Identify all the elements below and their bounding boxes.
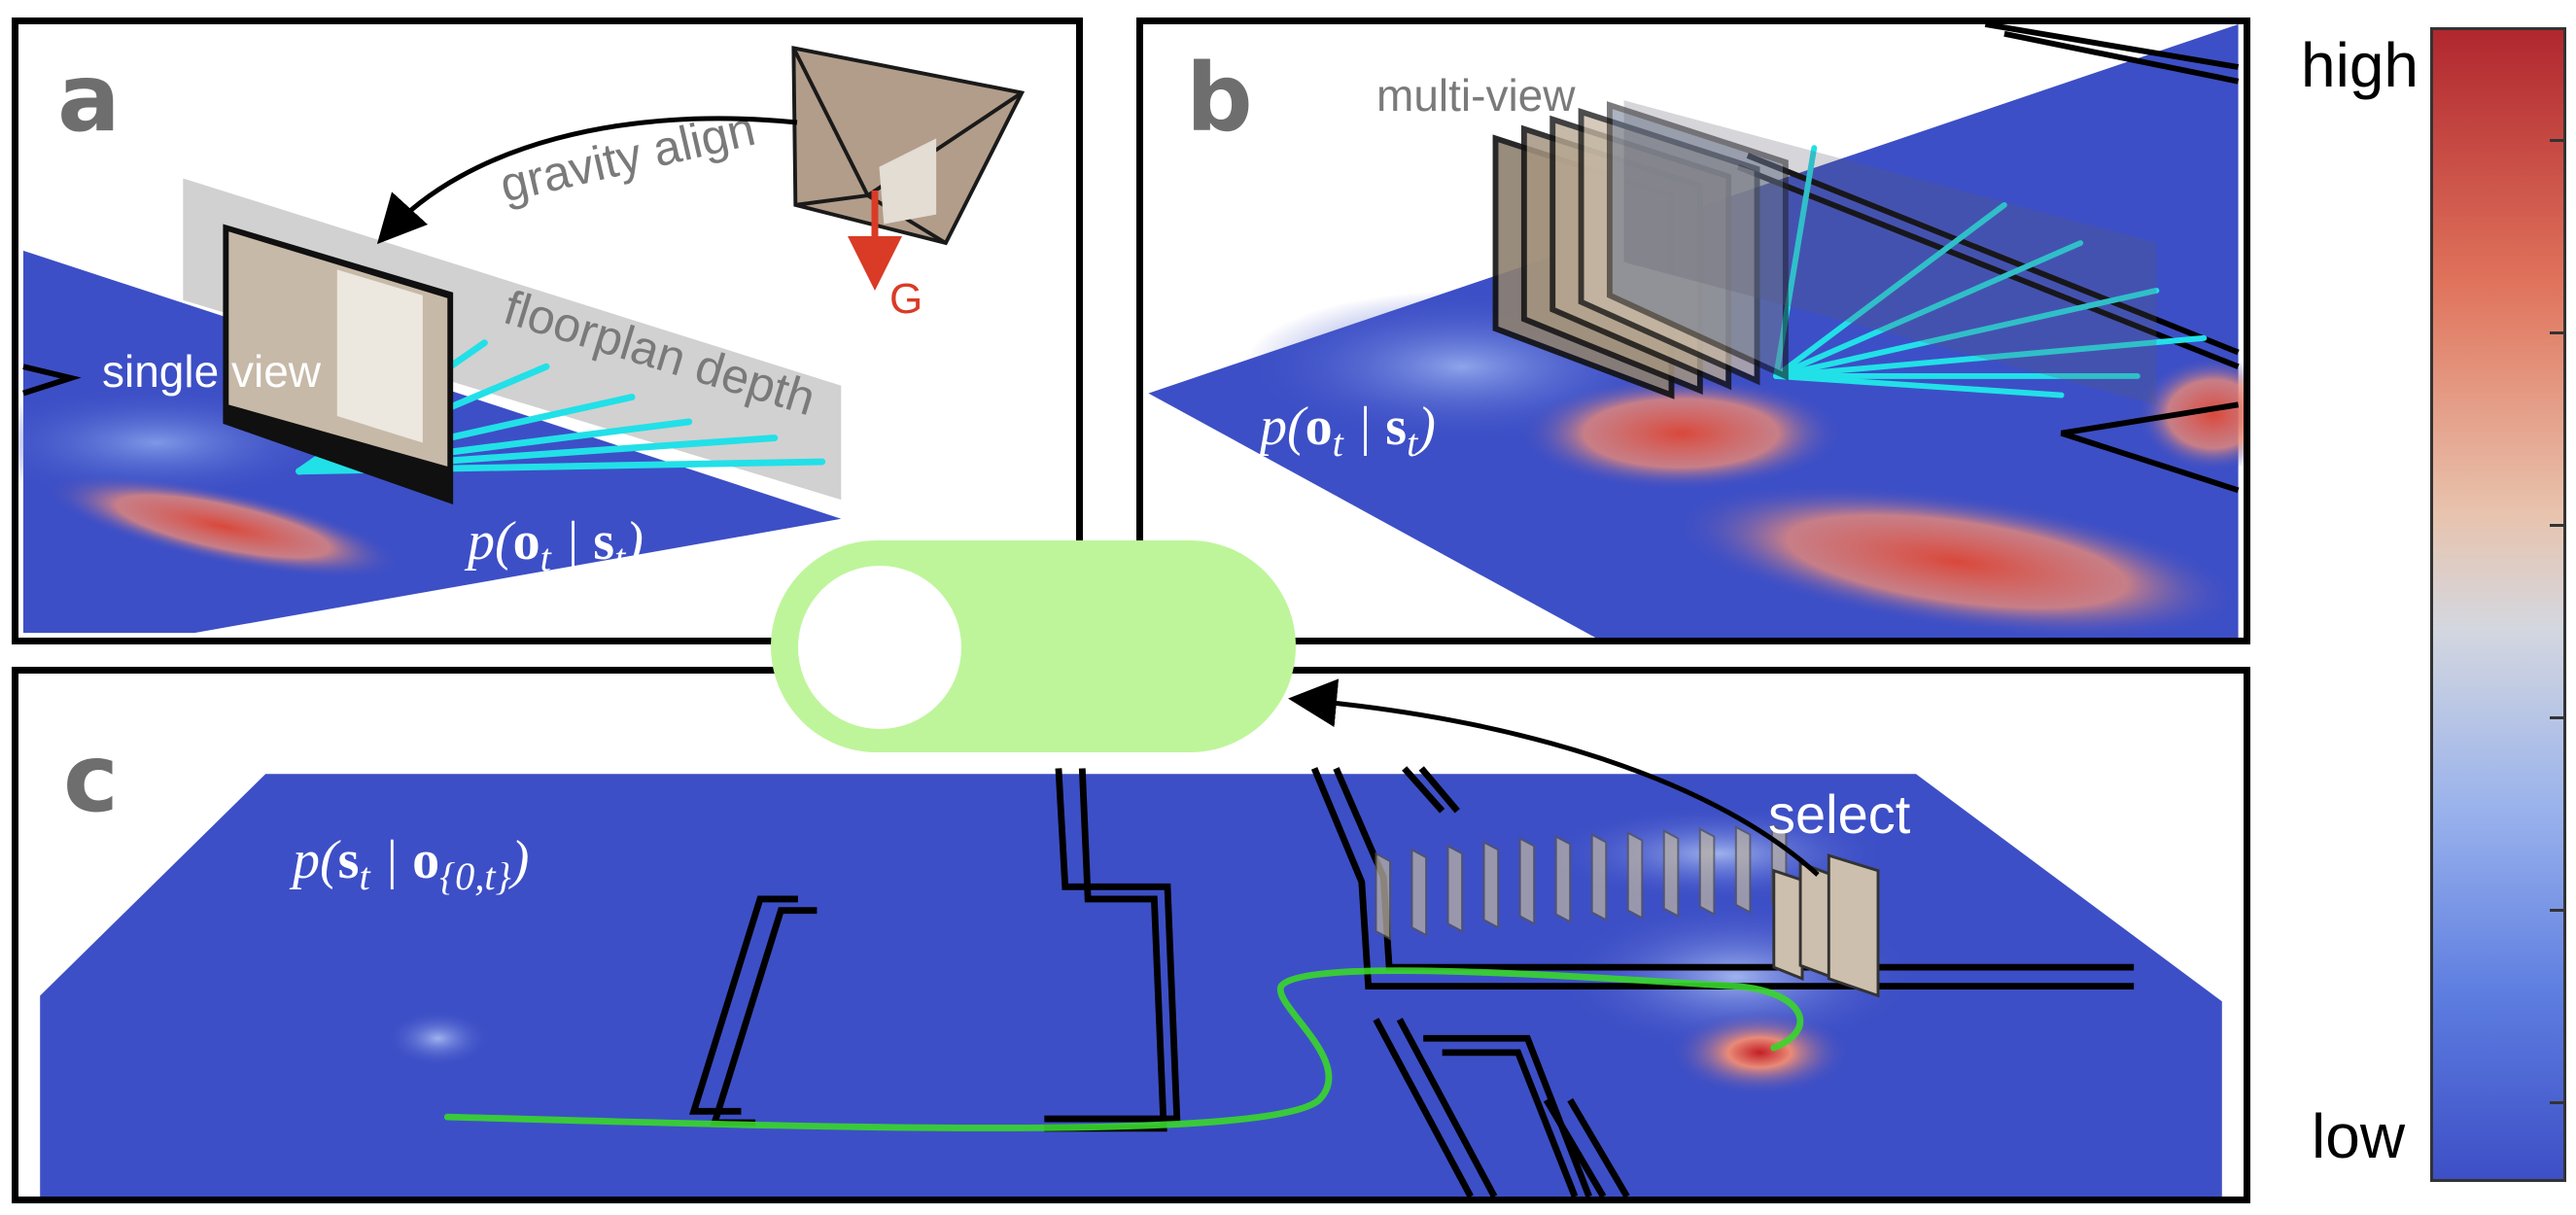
likelihood-label-a: p(ot | st) bbox=[468, 511, 644, 580]
trajectory-c bbox=[443, 967, 1804, 1131]
panel-a-scene bbox=[18, 46, 1026, 634]
gravity-g-label: G bbox=[889, 275, 923, 323]
heat-high-b1 bbox=[1518, 375, 1843, 491]
depth-rays-b bbox=[1773, 145, 2208, 399]
colorbar-low-label: low bbox=[2312, 1101, 2406, 1171]
panel-label-c: c bbox=[63, 724, 119, 833]
single-view-label: single view bbox=[102, 346, 321, 397]
select-label: select bbox=[1768, 783, 1911, 845]
heat-high-b2 bbox=[1674, 484, 2240, 638]
panel-b: b multi-view p(ot | st) bbox=[1136, 17, 2250, 644]
single-view-door bbox=[336, 269, 423, 443]
panel-label-a: a bbox=[57, 44, 121, 153]
multi-view-label: multi-view bbox=[1376, 70, 1576, 121]
posterior-peak bbox=[1669, 1009, 1850, 1095]
view-mode-toggle[interactable] bbox=[771, 540, 1296, 752]
multi-view-stack bbox=[1492, 101, 1789, 399]
colorbar bbox=[2430, 27, 2566, 1182]
likelihood-label-b: p(ot | st) bbox=[1260, 397, 1436, 466]
posterior-label-c: p(st | o{0,t}) bbox=[293, 830, 530, 899]
toggle-knob[interactable] bbox=[798, 566, 961, 729]
panel-c: c select p(st | o{0,t}) bbox=[12, 667, 2250, 1203]
panel-b-scene bbox=[1148, 24, 2244, 638]
heat-high-a bbox=[46, 474, 400, 578]
colorbar-high-label: high bbox=[2301, 30, 2419, 100]
wall-a bbox=[22, 364, 82, 397]
selected-frames-c bbox=[1772, 853, 1880, 998]
panel-label-b: b bbox=[1186, 44, 1253, 153]
pyramid-door bbox=[879, 138, 937, 225]
floorplan-depth-band bbox=[183, 178, 842, 501]
